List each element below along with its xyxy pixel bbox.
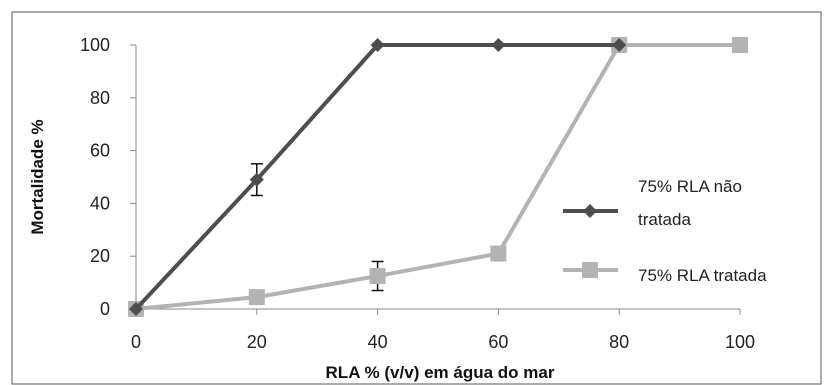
legend-item-1: 75% RLA tratada xyxy=(563,262,767,285)
data-point-square xyxy=(582,262,598,278)
data-point-square xyxy=(248,289,265,306)
data-point-square xyxy=(490,245,507,262)
x-tick-label: 20 xyxy=(247,332,267,352)
data-point-diamond xyxy=(491,38,506,52)
x-tick-label: 60 xyxy=(488,332,508,352)
series-0 xyxy=(129,38,627,316)
y-tick-label: 20 xyxy=(90,246,110,266)
chart-frame xyxy=(11,11,822,385)
x-tick-label: 0 xyxy=(131,332,141,352)
data-point-diamond xyxy=(583,204,597,218)
legend: 75% RLA não tratada 75% RLA tratada xyxy=(563,177,767,285)
legend-label: 75% RLA tratada xyxy=(638,266,767,285)
legend-item-0: 75% RLA não tratada xyxy=(563,177,742,229)
y-tick-label: 80 xyxy=(90,88,110,108)
y-tick-label: 40 xyxy=(90,193,110,213)
y-tick-label: 0 xyxy=(100,299,110,319)
y-tick-label: 100 xyxy=(80,35,110,55)
x-tick-label: 80 xyxy=(609,332,629,352)
legend-label: tratada xyxy=(638,210,691,229)
data-point-square xyxy=(369,268,386,284)
y-axis-title: Mortalidade % xyxy=(28,119,47,234)
series-line xyxy=(135,43,740,311)
data-point-diamond xyxy=(612,38,627,52)
data-point-diamond xyxy=(129,302,143,316)
data-point-square xyxy=(732,37,748,53)
x-tick-label: 100 xyxy=(725,332,755,352)
x-tick-label: 40 xyxy=(368,332,388,352)
y-axis-ticks: 0 20 40 60 80 100 xyxy=(80,35,136,319)
data-point-diamond xyxy=(249,172,264,187)
series-1 xyxy=(128,37,748,317)
series-layer xyxy=(128,37,748,317)
data-point-diamond xyxy=(370,38,385,52)
x-axis-ticks: 0 20 40 60 80 100 xyxy=(131,309,755,352)
legend-label: 75% RLA não xyxy=(638,177,742,196)
x-axis-title: RLA % (v/v) em água do mar xyxy=(326,363,555,382)
y-tick-label: 60 xyxy=(90,141,110,161)
